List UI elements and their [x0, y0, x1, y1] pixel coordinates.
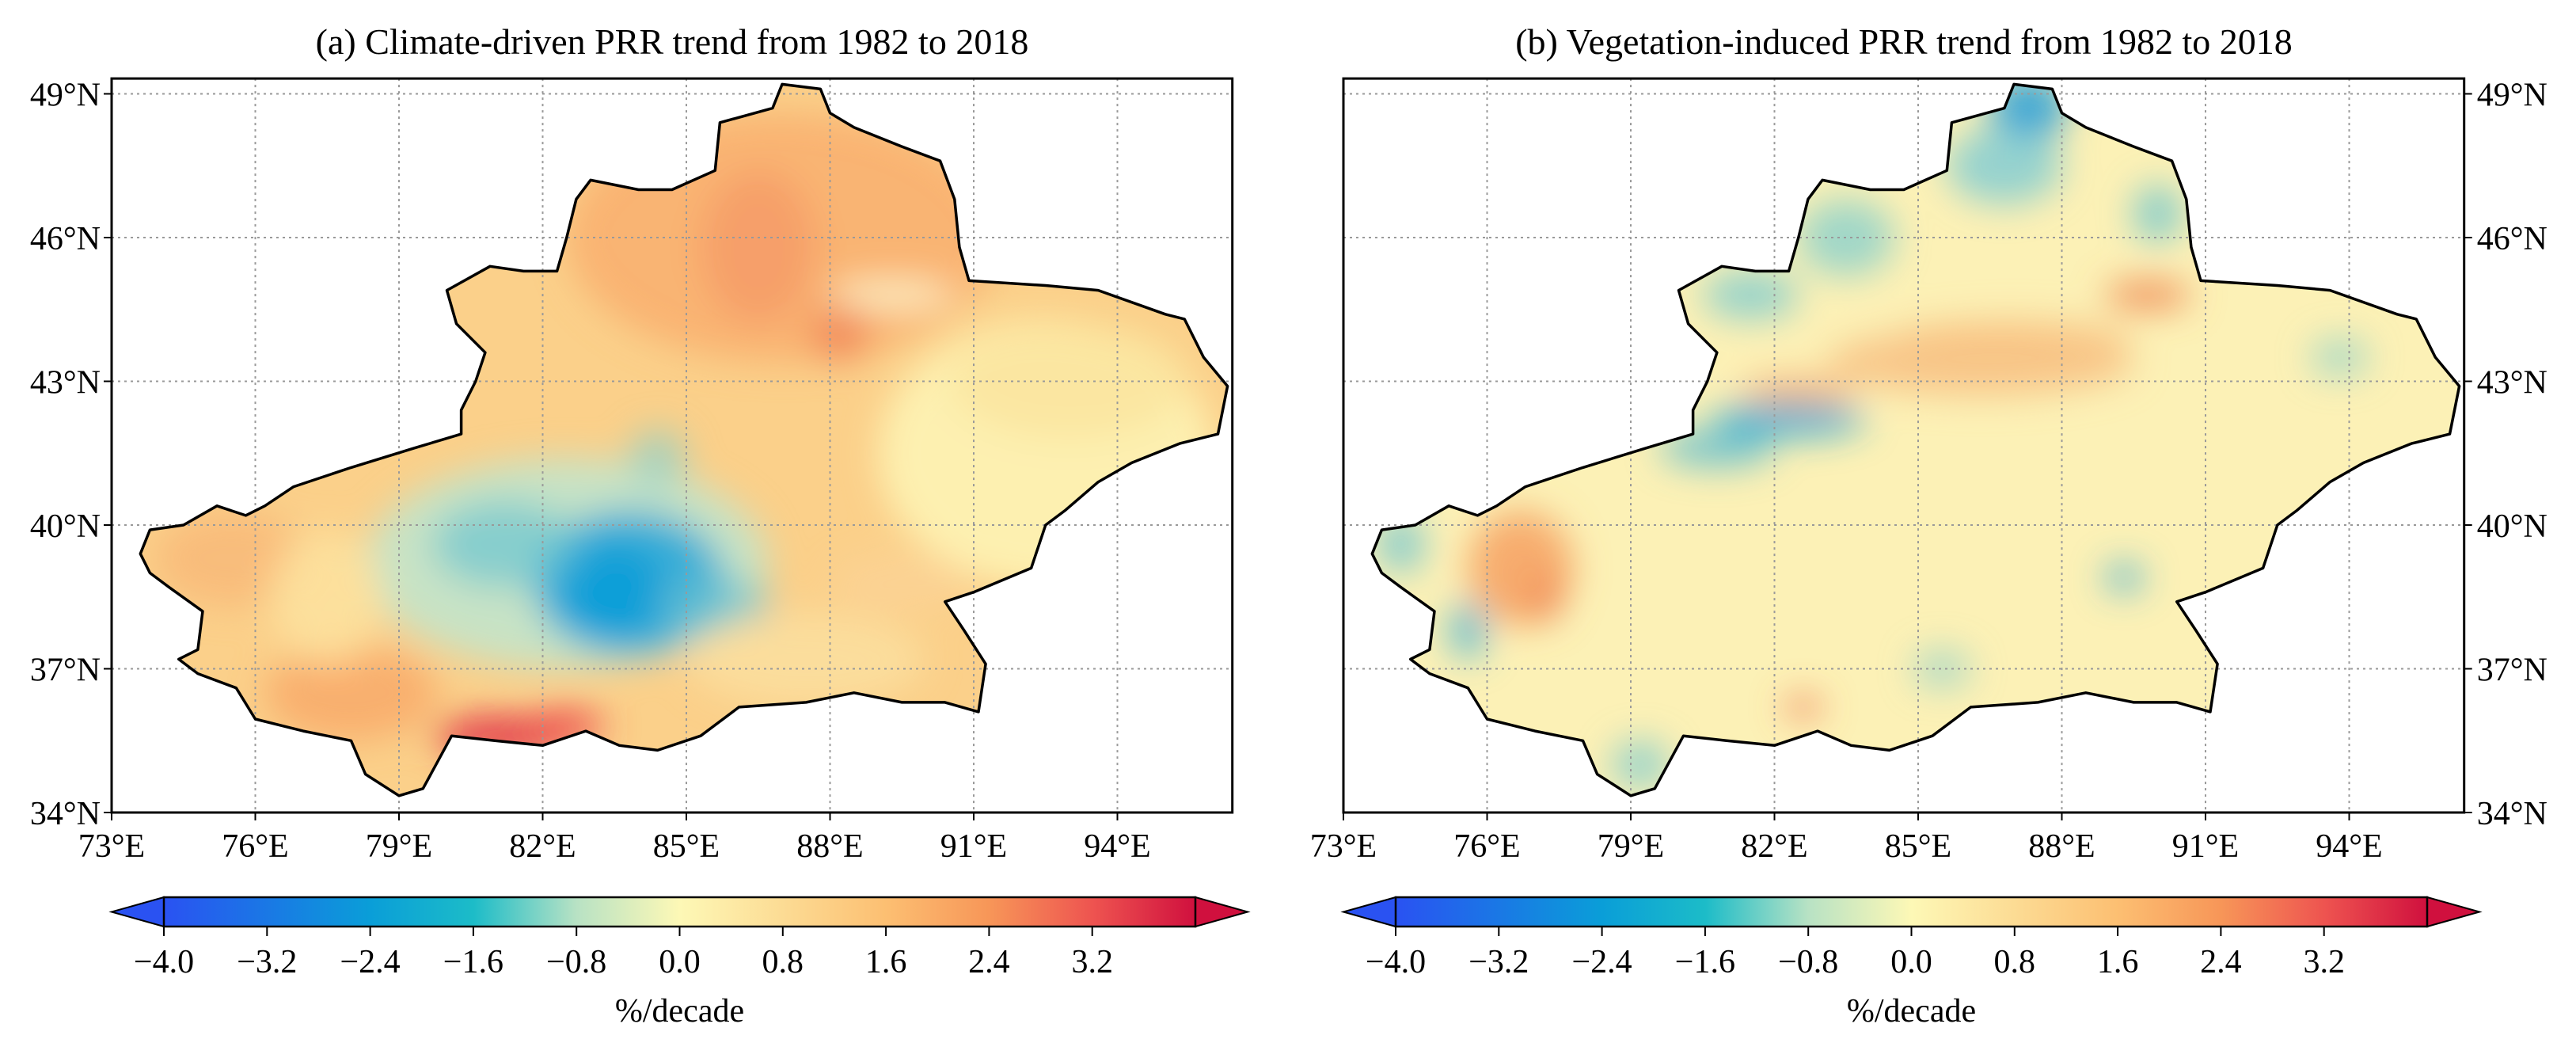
- x-tick-label: 88°E: [796, 828, 863, 865]
- panel-a-climate-driven: (a) Climate-driven PRR trend from 1982 t…: [30, 21, 1251, 1029]
- colorbar: −4.0 −3.2 −2.4 −1.6 −0.8 0.0 0.8 1.6 2.4 3.2 %/dec…: [1340, 896, 2483, 1029]
- colorbar-tick-label: 2.4: [2200, 944, 2242, 980]
- trend-patch: [1712, 402, 1866, 437]
- colorbar-tick-label: −0.8: [1778, 944, 1838, 980]
- trend-patch: [561, 544, 667, 641]
- trend-patch: [1894, 318, 2134, 358]
- colorbar-tick-label: −3.2: [237, 944, 297, 980]
- y-tick-label: 40°N: [30, 508, 101, 545]
- y-tick-label: 34°N: [30, 796, 101, 832]
- colorbar-tick-label: 1.6: [865, 944, 907, 980]
- y-tick-label: 37°N: [30, 653, 101, 689]
- x-tick-label: 91°E: [940, 828, 1007, 865]
- colorbar-body: [162, 896, 1197, 928]
- region-boundary: [1370, 82, 2461, 797]
- trend-patch: [701, 170, 816, 324]
- trend-patch: [2104, 563, 2144, 592]
- x-tick-label: 79°E: [1598, 828, 1664, 865]
- trend-patch: [1798, 199, 1894, 276]
- trend-patch: [264, 645, 438, 741]
- y-tick-label: 43°N: [30, 365, 101, 402]
- colorbar-tick-label: 2.4: [968, 944, 1010, 980]
- colorbar-tick-label: 0.0: [1890, 944, 1932, 980]
- colorbar-extend-min: [108, 896, 165, 928]
- trend-patch: [2133, 185, 2182, 243]
- trend-patch: [2311, 338, 2369, 377]
- colorbar-tick-label: −2.4: [1572, 944, 1632, 980]
- trend-patch: [269, 530, 385, 664]
- trend-patch: [1449, 601, 1487, 660]
- x-tick-label: 73°E: [78, 828, 145, 865]
- colorbar-tick-label: −4.0: [134, 944, 194, 980]
- colorbar-body: [1394, 896, 2429, 928]
- trend-patch: [1611, 740, 1670, 789]
- y-tick-label: 40°N: [2477, 508, 2548, 545]
- x-tick-label: 79°E: [366, 828, 432, 865]
- trend-patch: [1659, 429, 1775, 468]
- y-tick-label: 37°N: [2477, 653, 2548, 689]
- x-tick-label: 85°E: [653, 828, 720, 865]
- colorbar-units-label: %/decade: [1847, 993, 1976, 1029]
- colorbar-extend-max: [1195, 896, 1251, 928]
- panel-title: (a) Climate-driven PRR trend from 1982 t…: [316, 21, 1029, 62]
- x-tick-label: 94°E: [2316, 828, 2382, 865]
- colorbar-tick-label: 3.2: [1071, 944, 1113, 980]
- x-tick-label: 88°E: [2028, 828, 2095, 865]
- y-tick-label: 43°N: [2477, 365, 2548, 402]
- colorbar-tick-label: −1.6: [443, 944, 503, 980]
- trend-patch: [1741, 376, 1856, 405]
- trend-patch: [154, 510, 309, 607]
- trend-patch: [528, 706, 606, 746]
- colorbar-tick-label: −4.0: [1366, 944, 1426, 980]
- y-tick-label: 49°N: [2477, 78, 2548, 114]
- trend-patch: [629, 429, 686, 487]
- colorbar-tick-label: −2.4: [340, 944, 401, 980]
- x-tick-label: 76°E: [222, 828, 288, 865]
- trend-patch: [830, 554, 974, 611]
- colorbar-tick-label: −0.8: [546, 944, 606, 980]
- trend-patch: [1468, 510, 1574, 626]
- colorbar-tick-label: 3.2: [2303, 944, 2345, 980]
- trend-field: [1372, 84, 2460, 796]
- trend-patch: [830, 280, 955, 310]
- trend-patch: [811, 304, 868, 363]
- colorbar-tick-label: 1.6: [2097, 944, 2139, 980]
- x-tick-label: 76°E: [1453, 828, 1520, 865]
- y-tick-label: 46°N: [2477, 221, 2548, 257]
- trend-patch: [2104, 280, 2191, 310]
- y-tick-label: 46°N: [30, 221, 101, 257]
- map-frame: [1342, 77, 2466, 814]
- colorbar-tick-label: 0.8: [1994, 944, 2036, 980]
- region-boundary: [139, 82, 1229, 797]
- x-tick-label: 94°E: [1084, 828, 1150, 865]
- trend-patch: [1947, 127, 2062, 204]
- colorbar-extend-max: [2426, 896, 2483, 928]
- x-tick-label: 85°E: [1885, 828, 1951, 865]
- x-tick-label: 73°E: [1310, 828, 1377, 865]
- x-tick-label: 91°E: [2172, 828, 2239, 865]
- colorbar-tick-label: 0.0: [659, 944, 701, 980]
- x-tick-label: 82°E: [1741, 828, 1807, 865]
- trend-patch: [686, 611, 926, 707]
- trend-patch: [432, 500, 576, 588]
- colorbar-tick-label: −3.2: [1468, 944, 1529, 980]
- x-tick-label: 82°E: [509, 828, 576, 865]
- colorbar-tick-label: 0.8: [762, 944, 804, 980]
- panel-b-vegetation-induced: (b) Vegetation-induced PRR trend from 19…: [1310, 21, 2548, 1029]
- map-frame: [110, 77, 1234, 814]
- colorbar: −4.0 −3.2 −2.4 −1.6 −0.8 0.0 0.8 1.6 2.4 3.2 %/dec…: [108, 896, 1251, 1029]
- y-tick-label: 34°N: [2477, 796, 2548, 832]
- panel-title: (b) Vegetation-induced PRR trend from 19…: [1515, 21, 2293, 62]
- colorbar-tick-label: −1.6: [1675, 944, 1735, 980]
- trend-patch: [1702, 271, 1799, 319]
- colorbar-units-label: %/decade: [615, 993, 744, 1029]
- trend-patch: [1913, 649, 1971, 688]
- y-tick-label: 49°N: [30, 78, 101, 114]
- trend-patch: [1784, 697, 1822, 717]
- colorbar-extend-min: [1340, 896, 1396, 928]
